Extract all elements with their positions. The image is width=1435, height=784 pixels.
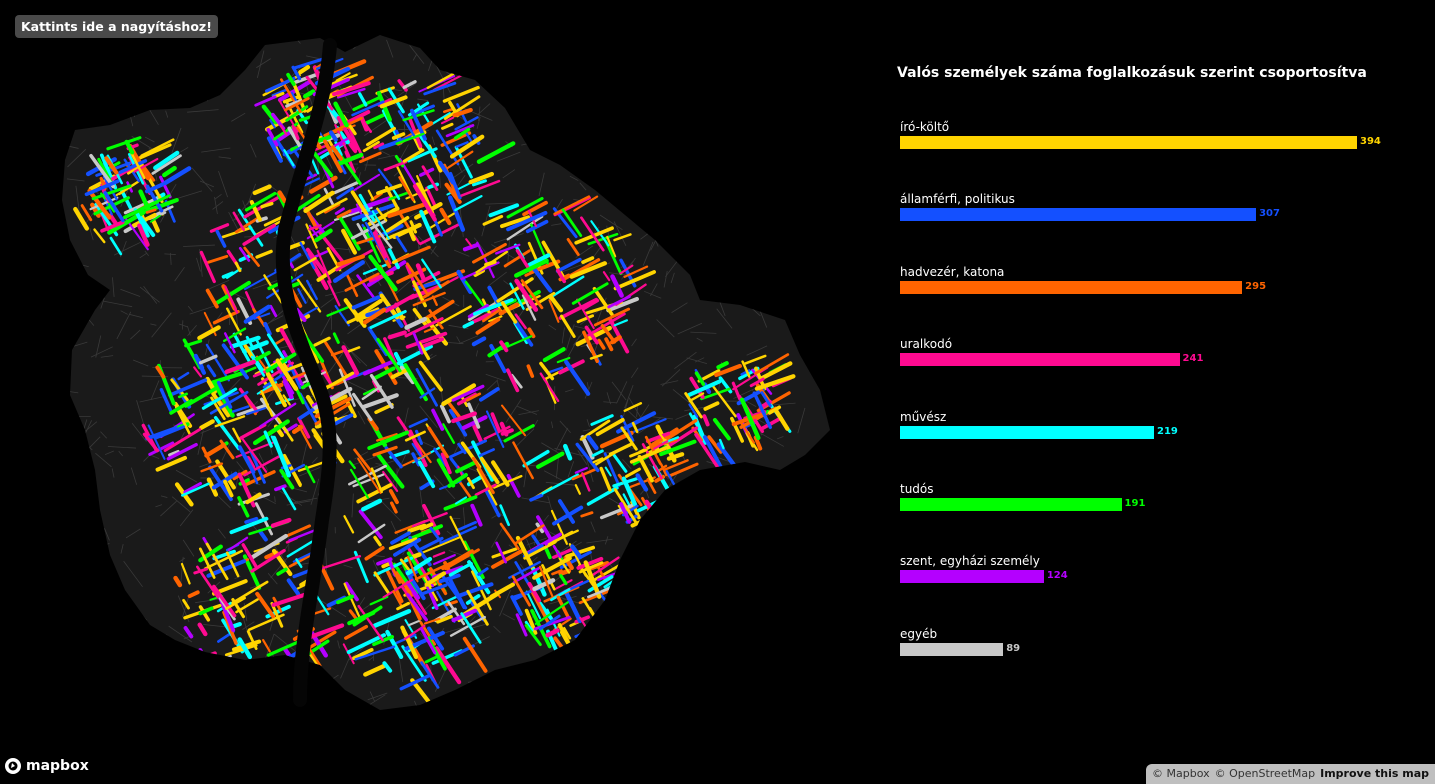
bar-label: tudós [900,482,934,496]
map-attribution: © Mapbox © OpenStreetMap Improve this ma… [1146,764,1435,784]
zoom-in-button[interactable]: Kattints ide a nagyításhoz! [15,15,218,38]
mapbox-logo[interactable]: mapbox [4,756,89,776]
bar-value-label: 241 [1182,353,1204,365]
bar-label: művész [900,409,947,424]
attribution-osm-link[interactable]: © OpenStreetMap [1214,767,1316,780]
danube-river [275,38,337,707]
bar-label: uralkodó [900,337,953,352]
bar-value-label: 191 [1124,498,1146,509]
bar-value-label: 89 [1006,642,1021,654]
bar[interactable] [900,353,1180,367]
chart-title: Valós személyek száma foglalkozásuk szer… [897,65,1367,81]
mapbox-logo-text: mapbox [26,758,89,774]
bar[interactable] [900,498,1122,511]
improve-map-link[interactable]: Improve this map [1320,767,1429,780]
bar-value-label: 219 [1157,425,1178,437]
bar-value-label: 124 [1046,570,1068,582]
bar[interactable] [900,280,1243,294]
bar[interactable] [900,425,1155,439]
attribution-mapbox-link[interactable]: © Mapbox [1152,767,1210,780]
bar[interactable] [900,136,1357,149]
bar[interactable] [900,570,1044,584]
bar-value-label: 394 [1360,136,1381,147]
bar-label: szent, egyházi személy [900,554,1040,569]
mapbox-logo-icon [5,758,21,774]
bar-label: író-költő [900,120,950,134]
bar-value-label: 295 [1245,280,1267,292]
bar-label: hadvezér, katona [900,264,1005,279]
street-map[interactable] [0,0,840,784]
named-streets [73,54,796,707]
bar[interactable] [900,642,1004,656]
bar-label: államférfi, politikus [900,192,1015,207]
bar[interactable] [900,208,1257,222]
bar-value-label: 307 [1259,208,1280,220]
bar-label: egyéb [900,626,938,641]
